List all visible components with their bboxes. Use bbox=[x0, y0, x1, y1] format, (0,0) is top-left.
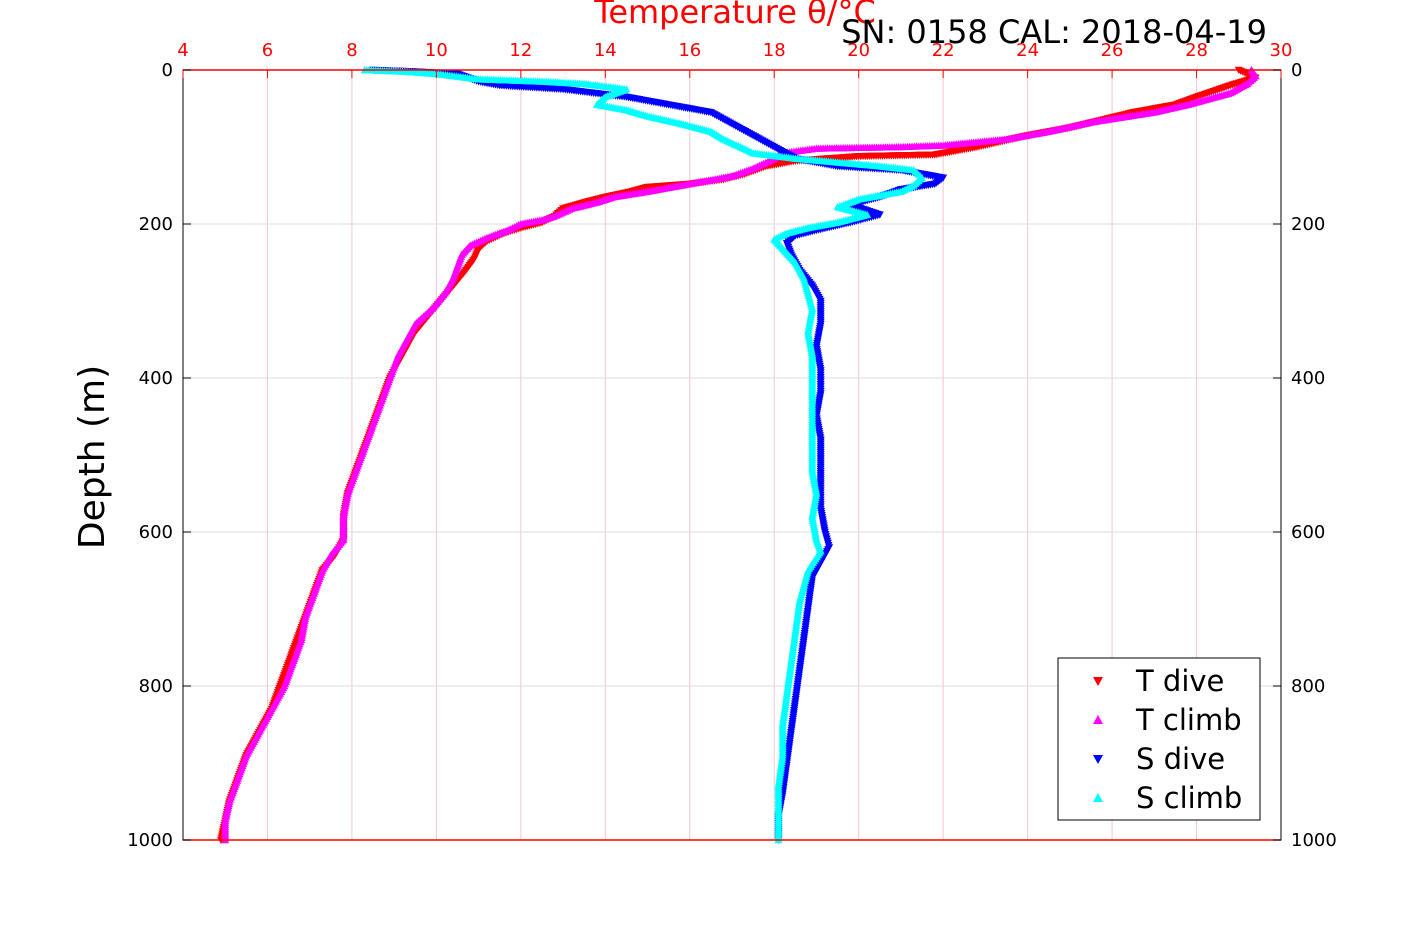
top-tick-label: 12 bbox=[509, 40, 532, 61]
legend-label-t_climb: T climb bbox=[1135, 703, 1242, 737]
top-tick-label: 28 bbox=[1185, 40, 1208, 61]
legend-label-t_dive: T dive bbox=[1135, 664, 1224, 698]
top-tick-label: 10 bbox=[425, 40, 448, 61]
top-tick-label: 14 bbox=[594, 40, 617, 61]
depth-tick-label-left: 400 bbox=[139, 368, 173, 389]
depth-tick-label-right: 400 bbox=[1291, 368, 1325, 389]
legend-marker-t_dive bbox=[1093, 677, 1103, 686]
legend-label-s_climb: S climb bbox=[1136, 781, 1242, 815]
series-s_climb bbox=[360, 66, 927, 844]
top-tick-label: 8 bbox=[346, 40, 357, 61]
top-tick-label: 22 bbox=[932, 40, 955, 61]
top-tick-label: 24 bbox=[1016, 40, 1039, 61]
top-tick-label: 30 bbox=[1270, 40, 1293, 61]
legend-items: T dive T climb S dive S climb bbox=[1093, 664, 1242, 815]
series-t_climb bbox=[221, 66, 1260, 844]
depth-tick-label-left: 800 bbox=[139, 676, 173, 697]
depth-tick-label-right: 0 bbox=[1291, 60, 1302, 81]
depth-tick-label-left: 600 bbox=[139, 522, 173, 543]
legend: T dive T climb S dive S climb bbox=[1057, 657, 1261, 821]
legend-marker-t_climb bbox=[1093, 715, 1103, 724]
legend-marker-s_dive bbox=[1093, 755, 1103, 764]
depth-tick-label-right: 800 bbox=[1291, 676, 1325, 697]
serial-calibration-annotation: SN: 0158 CAL: 2018-04-19 bbox=[841, 13, 1267, 51]
legend-marker-s_climb bbox=[1093, 793, 1103, 802]
top-tick-label: 26 bbox=[1101, 40, 1124, 61]
top-axis-ticks: 4 6 8 10 12 14 16 18 20 22 24 26 28 30 bbox=[177, 40, 1292, 78]
top-tick-label: 16 bbox=[678, 40, 701, 61]
depth-tick-label-left: 0 bbox=[162, 60, 173, 81]
legend-box bbox=[1057, 657, 1261, 821]
depth-tick-label-right: 1000 bbox=[1291, 830, 1337, 851]
data-markers bbox=[217, 66, 1260, 844]
depth-axis-ticks: 0 0 200 200 400 400 600 600 800 800 1000 1000 bbox=[127, 60, 1337, 851]
y-axis-label: Depth (m) bbox=[72, 365, 113, 549]
depth-tick-label-left: 200 bbox=[139, 214, 173, 235]
depth-tick-label-right: 200 bbox=[1291, 214, 1325, 235]
depth-tick-label-right: 600 bbox=[1291, 522, 1325, 543]
legend-label-s_dive: S dive bbox=[1136, 742, 1225, 776]
top-tick-label: 20 bbox=[847, 40, 870, 61]
chart-title: Temperature θ/°C bbox=[593, 0, 876, 31]
top-tick-label: 18 bbox=[763, 40, 786, 61]
top-tick-label: 6 bbox=[262, 40, 273, 61]
depth-tick-label-left: 1000 bbox=[127, 830, 173, 851]
top-tick-label: 4 bbox=[177, 40, 188, 61]
